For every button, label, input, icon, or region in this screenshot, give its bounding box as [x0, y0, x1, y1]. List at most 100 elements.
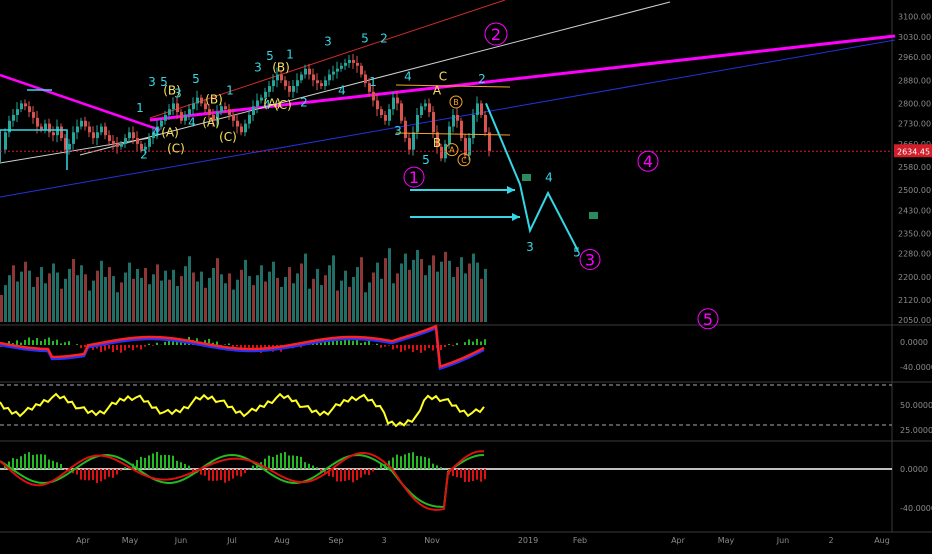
volume-bar [332, 255, 335, 322]
macd-hist-bar [108, 345, 110, 349]
wave-label: 4 [404, 69, 412, 83]
macd-hist-bar [140, 345, 142, 350]
candle-body [72, 132, 75, 144]
volume-bar [480, 279, 483, 322]
candle-body [324, 80, 327, 86]
macd-hist-bar [484, 339, 486, 345]
candle-body [228, 109, 231, 115]
volume-bar [412, 260, 415, 322]
candle-body [192, 103, 195, 109]
candle-body [456, 115, 459, 121]
volume-bar [200, 272, 203, 322]
candle-body [340, 66, 343, 69]
osc-hist-bar [164, 455, 166, 469]
price-tick-label: 2280.00 [898, 250, 931, 259]
candle-body [128, 132, 131, 138]
volume-bar [140, 278, 143, 322]
candle-body [348, 60, 351, 63]
macd-hist-bar [452, 345, 454, 346]
osc-hist-bar [208, 469, 210, 481]
circled-wave-label: 4 [643, 152, 653, 171]
macd-hist-bar [248, 345, 250, 348]
wave-label: 2 [478, 72, 486, 86]
circled-wave-label: A [449, 146, 455, 155]
time-axis-label: Jul [226, 536, 237, 545]
macd-hist-bar [376, 344, 378, 345]
macd-hist-bar [468, 339, 470, 345]
time-axis-label: 3 [381, 536, 386, 545]
candle-body [44, 124, 47, 130]
volume-bar [220, 274, 223, 322]
candle-body [468, 138, 471, 155]
candle-body [220, 106, 223, 112]
volume-bar [168, 280, 171, 322]
wave-label: 2 [300, 95, 308, 109]
macd-hist-bar [124, 345, 126, 350]
time-axis-label: Aug [274, 536, 290, 545]
wave-label: 1 [369, 75, 377, 89]
macd-hist-bar [20, 343, 22, 345]
osc-hist-bar [120, 469, 122, 471]
osc-hist-bar [368, 469, 370, 475]
volume-bar [8, 275, 11, 322]
price-tick-label: 2430.00 [898, 206, 931, 215]
volume-bar [24, 262, 27, 322]
osc-hist-bar [212, 469, 214, 481]
volume-bar [180, 276, 183, 322]
time-axis-label: May [718, 536, 735, 545]
wave-label: 4 [152, 126, 160, 140]
volume-bar [324, 275, 327, 322]
macd-hist-bar [172, 341, 174, 345]
osc-hist-bar [16, 459, 18, 469]
osc-hist-bar [108, 469, 110, 477]
candle-body [100, 127, 103, 133]
osc-hist-bar [80, 469, 82, 480]
volume-bar [280, 287, 283, 322]
candle-body [452, 115, 455, 127]
volume-bar [184, 266, 187, 322]
circled-wave-label: 5 [703, 310, 713, 329]
candle-body [196, 98, 199, 104]
osc-hist-bar [12, 458, 14, 469]
macd-hist-bar [128, 345, 130, 348]
candle-body [148, 138, 151, 147]
volume-bar [132, 279, 135, 322]
candle-body [312, 74, 315, 80]
osc-hist-bar [88, 469, 90, 480]
osc-hist-bar [336, 469, 338, 481]
candle-body [132, 132, 135, 138]
macd-hist-bar [440, 345, 442, 350]
macd-hist-bar [340, 341, 342, 345]
candle-body [464, 138, 467, 155]
macd-hist-bar [156, 343, 158, 345]
volume-bar [100, 261, 103, 322]
volume-bar [164, 271, 167, 322]
candle-body [184, 115, 187, 121]
price-tick-label: 2730.00 [898, 120, 931, 129]
volume-bar [88, 291, 91, 323]
volume-bar [92, 281, 95, 322]
osc-hist-bar [356, 469, 358, 480]
volume-bar [400, 264, 403, 323]
volume-bar [268, 272, 271, 322]
wave-label: 3 [148, 75, 156, 89]
osc-hist-bar [148, 455, 150, 469]
candle-body [352, 60, 355, 63]
candle-body [124, 138, 127, 144]
osc-hist-bar [156, 452, 158, 469]
time-axis-label: Nov [424, 536, 440, 545]
macd-hist-bar [64, 342, 66, 345]
macd-hist-bar [476, 339, 478, 345]
macd-hist-bar [164, 342, 166, 345]
osc-hist-bar [404, 454, 406, 469]
volume-bar [428, 265, 431, 322]
volume-bar [260, 265, 263, 322]
candle-body [76, 127, 79, 133]
volume-bar [364, 292, 367, 322]
candle-body [96, 132, 99, 138]
candle-body [60, 127, 63, 139]
macd-hist-bar [28, 337, 30, 345]
osc-hist-bar [56, 462, 58, 469]
